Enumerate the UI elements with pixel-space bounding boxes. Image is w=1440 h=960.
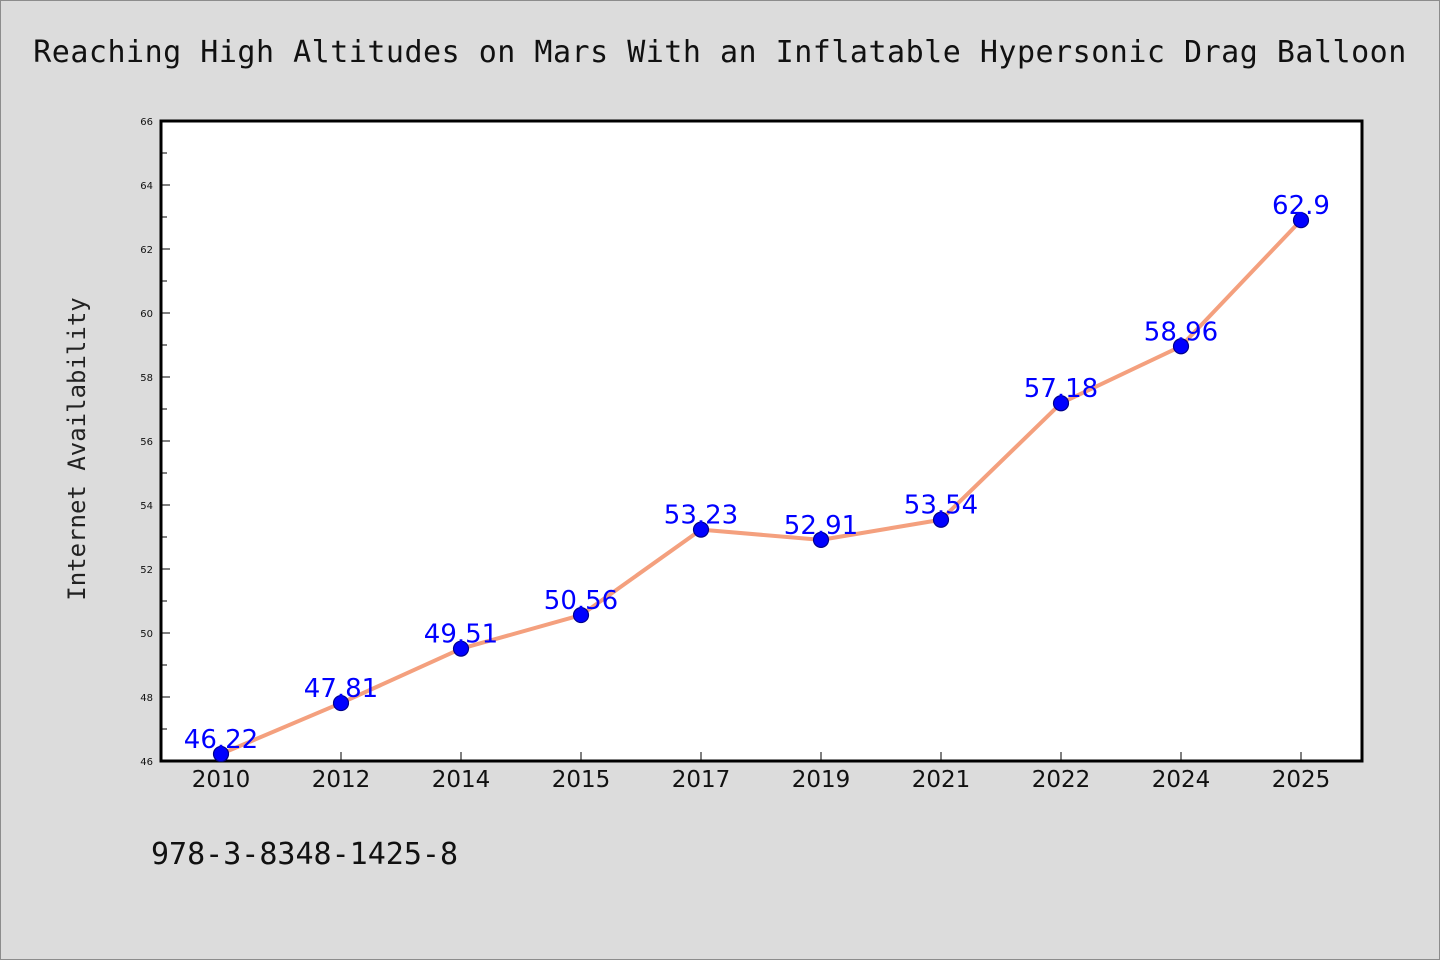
- data-point: [1052, 395, 1070, 412]
- y-tick-label: 58: [140, 373, 153, 384]
- x-tick-label: 2019: [792, 767, 851, 793]
- series-line: [219, 218, 1303, 756]
- data-point: [332, 694, 350, 712]
- y-tick-label: 62: [140, 245, 153, 256]
- data-label: 58.96: [1144, 317, 1218, 347]
- y-tick-label: 64: [140, 181, 153, 192]
- data-label: 49.51: [424, 620, 498, 650]
- chart-title: Reaching High Altitudes on Mars With an …: [33, 35, 1407, 70]
- plot-area: [159, 119, 1364, 763]
- data-label: 57.18: [1024, 374, 1098, 404]
- x-tick-label: 2021: [912, 767, 971, 793]
- data-point: [572, 606, 590, 624]
- data-point: [452, 640, 470, 657]
- data-point: [1292, 212, 1310, 229]
- y-tick-label: 60: [140, 309, 153, 320]
- y-tick-label: 52: [140, 565, 153, 576]
- y-tick-label: 48: [140, 693, 153, 704]
- x-tick-label: 2022: [1032, 767, 1091, 793]
- data-label: 50.56: [544, 586, 618, 616]
- data-labels: 46.22 47.81 49.51 50.56 53.23 52.91 53.54 57.18…: [184, 191, 1330, 755]
- isbn-text: 978-3-8348-1425-8: [151, 837, 459, 872]
- data-label: 52.91: [784, 511, 858, 541]
- x-tick-label: 2015: [552, 767, 611, 793]
- y-axis: 46 48 50 52 54 56 58 60 62 64 66: [140, 117, 170, 768]
- x-tick-label: 2024: [1152, 767, 1211, 793]
- data-markers: [212, 212, 1310, 763]
- data-label: 53.54: [904, 491, 978, 521]
- y-tick-label: 46: [140, 757, 153, 768]
- y-tick-label: 66: [140, 117, 153, 128]
- x-tick-label: 2010: [192, 767, 251, 793]
- data-point: [932, 511, 950, 528]
- y-tick-label: 56: [140, 437, 153, 448]
- data-point: [692, 521, 710, 538]
- data-point: [212, 745, 230, 763]
- data-label: 47.81: [304, 674, 378, 704]
- x-tick-label: 2017: [672, 767, 731, 793]
- y-tick-label: 54: [140, 501, 153, 512]
- x-tick-label: 2012: [312, 767, 371, 793]
- x-tick-label: 2025: [1272, 767, 1331, 793]
- x-axis: 2010 2012 2014 2015 2017 2019 2021 2022 2024 2025: [192, 752, 1331, 793]
- data-point: [1172, 338, 1190, 355]
- x-tick-label: 2014: [432, 767, 491, 793]
- data-point: [812, 531, 830, 548]
- data-label: 46.22: [184, 725, 258, 755]
- y-tick-label: 50: [140, 629, 153, 640]
- data-label: 62.9: [1272, 191, 1330, 221]
- data-label: 53.23: [664, 501, 738, 531]
